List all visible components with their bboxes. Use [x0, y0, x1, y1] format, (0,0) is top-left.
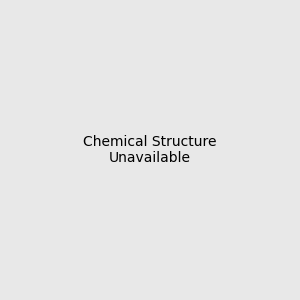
Text: Chemical Structure
Unavailable: Chemical Structure Unavailable — [83, 135, 217, 165]
